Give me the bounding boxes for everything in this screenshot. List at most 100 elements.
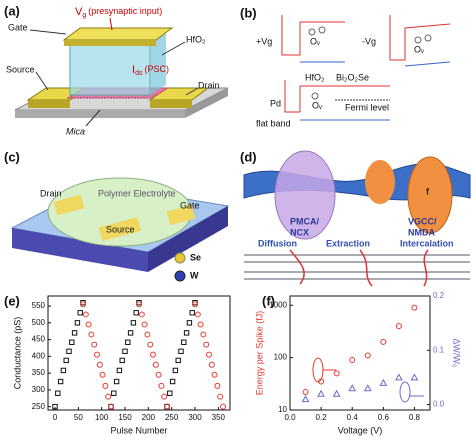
y2-tick-label: 0.2 [433, 291, 445, 300]
x-axis-label: Pulse Number [110, 425, 167, 435]
annotation-ellipse [312, 357, 324, 383]
gate-electrode [166, 204, 196, 226]
y-axis-label: Conductance (pS) [12, 317, 22, 390]
marker [77, 310, 83, 316]
oxide-label: HfO₂ [186, 34, 206, 44]
marker [183, 330, 190, 336]
marker [91, 341, 98, 348]
marker [80, 301, 86, 308]
drain-label: Drain [40, 188, 62, 198]
marker [113, 378, 120, 385]
marker [52, 403, 58, 410]
marker [217, 393, 224, 400]
marker [192, 301, 198, 308]
marker [167, 390, 173, 396]
vg-symbol: V [75, 6, 83, 18]
marker [125, 339, 131, 345]
mica-front [15, 110, 185, 118]
drain-front [150, 100, 192, 108]
y-tick-label: 100 [274, 353, 288, 362]
vacancy-dot [311, 92, 319, 100]
bias-label: -Vg [362, 36, 376, 46]
marker [364, 352, 371, 359]
x-tick-label: 100 [95, 413, 109, 422]
source-label: Source [106, 224, 135, 234]
pump-label: NCX [290, 227, 309, 237]
marker [395, 323, 402, 330]
vacancy-label: Oᵥ [414, 44, 424, 54]
gate-front [64, 40, 156, 46]
drain-label: Drain [198, 80, 220, 90]
ids-text: (PSC) [144, 64, 169, 74]
vacancy-dot [424, 34, 432, 42]
x-tick-label: 0.8 [409, 413, 421, 422]
x-tick-label: 0 [53, 413, 58, 422]
marker [194, 311, 201, 318]
marker [136, 301, 142, 308]
x-axis-label: Voltage (V) [338, 425, 383, 435]
x-tick-label: 0.4 [347, 413, 359, 422]
oxide-front [69, 39, 151, 96]
x-tick-label: 0.6 [378, 413, 390, 422]
marker [214, 382, 221, 389]
y-tick-label: 500 [32, 318, 46, 327]
fermi-label: Fermi level [345, 102, 389, 112]
marker [155, 371, 162, 378]
y-tick-label: 1000 [269, 300, 287, 309]
y-tick-label: 10 [278, 405, 287, 414]
panel-c: (c) Drain Polymer Electrolyte Gate Sourc… [4, 149, 230, 282]
marker [63, 357, 69, 364]
marker [141, 321, 148, 328]
marker [138, 311, 145, 318]
marker [164, 403, 170, 410]
marker [161, 393, 168, 400]
marker [71, 330, 78, 336]
mica-side [185, 88, 228, 118]
marker [122, 348, 128, 355]
marker [108, 403, 114, 410]
arrow [423, 249, 429, 287]
marker [363, 384, 372, 392]
source-label: Source [6, 64, 35, 74]
pointer [185, 87, 199, 96]
bias-label: +Vg [256, 36, 272, 46]
marker [133, 310, 139, 316]
marker [119, 357, 125, 364]
pointer [35, 71, 49, 91]
y-tick-label: 350 [32, 368, 46, 377]
ids-label: Ids (PSC) [132, 64, 169, 77]
marker [127, 330, 134, 336]
y-tick-label: 550 [32, 301, 46, 310]
channel-protein [407, 156, 453, 234]
marker [96, 361, 103, 368]
lattice [244, 254, 470, 280]
substrate-label: Mica [66, 126, 85, 136]
panel-label: (d) [240, 149, 257, 164]
marker [380, 338, 387, 345]
pump [274, 150, 336, 240]
marker [60, 367, 67, 374]
marker [208, 361, 215, 368]
marker [152, 361, 159, 368]
marker [116, 367, 123, 374]
vacancy-dot [308, 28, 316, 36]
vg-sub: g [82, 12, 86, 19]
channel-label: NMDA [408, 227, 435, 237]
vg-label: Vg (presynaptic input) [75, 6, 162, 19]
y2-tick-label: 0.0 [433, 400, 445, 409]
contact-label: Pd [270, 98, 281, 108]
panel-a: (a) Gate Vg (presynaptic input) HfO₂ Ids(… [4, 3, 229, 136]
band-line [389, 15, 451, 61]
marker [55, 390, 61, 396]
source-front [28, 100, 70, 108]
panel-label: (c) [4, 149, 20, 164]
pointer [109, 17, 113, 31]
panel-label: (b) [240, 5, 257, 20]
oxide-side [150, 30, 166, 95]
marker [111, 390, 117, 396]
marker [94, 351, 100, 358]
marker [200, 331, 207, 338]
marker [206, 351, 212, 358]
drain-electrode [53, 194, 85, 216]
